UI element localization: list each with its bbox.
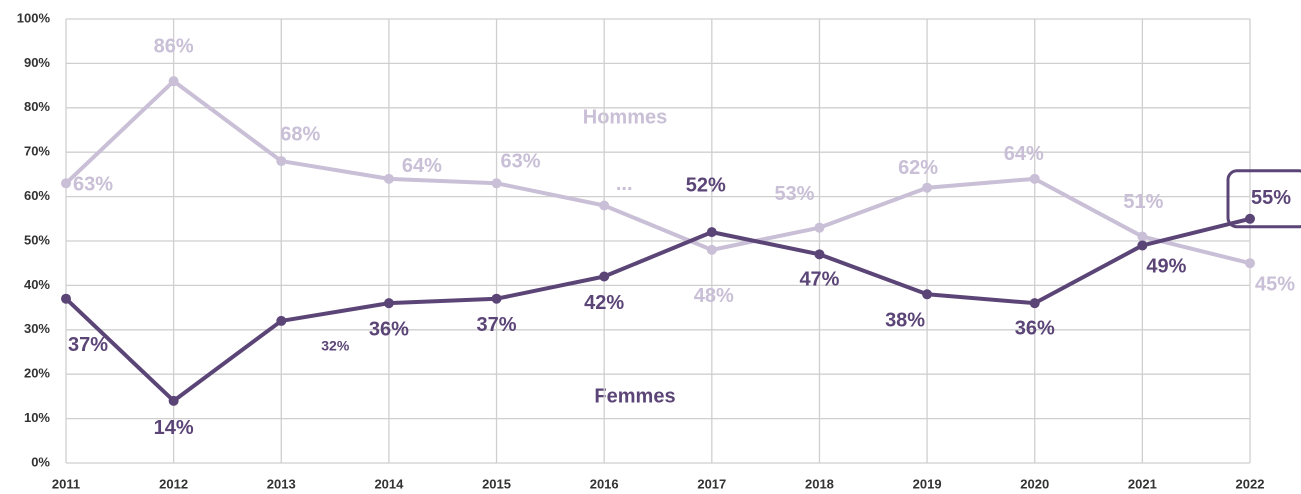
y-tick-label: 0%	[31, 454, 50, 469]
point	[1029, 298, 1040, 309]
data-label: 55%	[1251, 187, 1291, 209]
data-label: 51%	[1123, 191, 1163, 213]
data-label: 32%	[321, 338, 350, 354]
x-tick-label: 2017	[697, 476, 726, 491]
series-line	[64, 216, 1251, 403]
data-label: 52%	[686, 174, 726, 196]
data-label: 68%	[280, 123, 320, 145]
y-tick-label: 60%	[24, 188, 50, 203]
data-label: 14%	[154, 417, 194, 439]
y-tick-label: 30%	[24, 321, 50, 336]
y-tick-label: 10%	[24, 410, 50, 425]
point	[276, 156, 287, 167]
x-tick-label: 2014	[374, 476, 404, 491]
highlight-box	[1226, 169, 1301, 229]
y-tick-label: 20%	[24, 366, 50, 381]
data-label: 36%	[369, 318, 409, 340]
data-label: 53%	[774, 183, 814, 205]
point	[61, 293, 71, 304]
x-tick-label: 2015	[482, 476, 511, 491]
x-tick-label: 2018	[805, 476, 834, 491]
point	[706, 227, 717, 238]
point	[1137, 231, 1148, 242]
x-tick-label: 2013	[267, 476, 296, 491]
data-label: 45%	[1255, 273, 1295, 295]
data-label: 64%	[1004, 143, 1044, 165]
point	[599, 271, 610, 282]
point	[491, 293, 502, 304]
point	[168, 76, 179, 87]
point	[61, 178, 71, 189]
series-label: Hommes	[583, 106, 667, 128]
series-label: Femmes	[594, 385, 675, 407]
point	[814, 222, 825, 233]
data-label: 86%	[154, 35, 194, 57]
x-tick-label: 2011	[52, 476, 80, 491]
data-label: 37%	[68, 334, 108, 356]
y-tick-label: 40%	[24, 277, 50, 292]
data-label: 63%	[73, 174, 113, 196]
point	[383, 298, 394, 309]
x-tick-label: 2019	[913, 476, 942, 491]
point	[1245, 213, 1255, 224]
series-line	[64, 79, 1251, 266]
y-tick-label: 50%	[24, 232, 50, 247]
point	[1137, 240, 1148, 251]
y-tick-label: 70%	[24, 144, 50, 159]
data-label: 47%	[799, 269, 839, 291]
data-label: 48%	[694, 285, 734, 307]
point	[814, 249, 825, 260]
data-label: 42%	[584, 292, 624, 314]
point	[491, 178, 502, 189]
data-label: 64%	[402, 155, 442, 177]
point	[706, 244, 717, 255]
point	[599, 200, 610, 211]
y-tick-label: 90%	[24, 55, 50, 70]
point	[168, 395, 179, 406]
data-label: ...	[616, 173, 633, 195]
x-tick-label: 2012	[159, 476, 188, 491]
y-tick-label: 80%	[24, 99, 50, 114]
data-label: 63%	[501, 151, 541, 173]
point	[1245, 258, 1255, 269]
data-label: 49%	[1146, 256, 1186, 278]
point	[922, 182, 933, 193]
data-label: 62%	[898, 157, 938, 179]
point	[922, 289, 933, 300]
point	[276, 315, 287, 326]
x-tick-label: 2020	[1020, 476, 1049, 491]
point	[1029, 173, 1040, 184]
x-tick-label: 2016	[590, 476, 619, 491]
data-label: 37%	[477, 314, 517, 336]
data-label: 38%	[885, 310, 925, 332]
x-tick-label: 2022	[1236, 476, 1265, 491]
point	[383, 173, 394, 184]
data-label: 36%	[1015, 317, 1055, 339]
y-tick-label: 100%	[17, 10, 51, 25]
x-tick-label: 2021	[1128, 476, 1157, 491]
